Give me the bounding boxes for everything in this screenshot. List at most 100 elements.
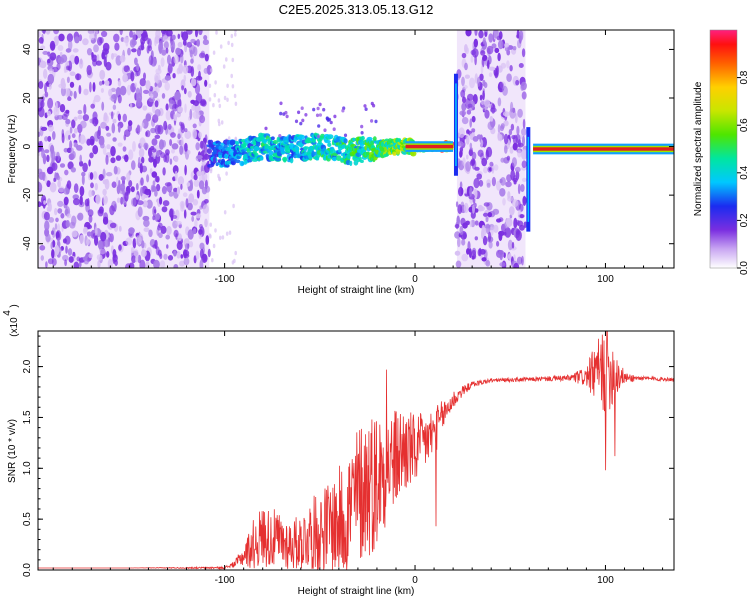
noise-blob <box>50 144 55 154</box>
signal-blob <box>294 119 299 124</box>
noise-blob <box>92 145 99 155</box>
signal-blob <box>317 124 321 128</box>
noise-blob <box>72 194 80 200</box>
noise-blob <box>40 45 46 50</box>
noise-blob <box>154 38 157 47</box>
noise-blob <box>106 144 111 150</box>
noise-blob <box>504 145 508 154</box>
noise-blob <box>454 231 461 239</box>
noise-blob <box>73 198 80 206</box>
noise-blob <box>465 30 472 37</box>
noise-blob <box>61 133 65 144</box>
signal-blob <box>330 148 336 154</box>
noise-blob <box>73 90 77 99</box>
noise-blob <box>199 115 206 124</box>
noise-blob <box>47 135 52 142</box>
noise-blob <box>497 123 501 134</box>
noise-blob <box>179 260 185 267</box>
noise-blob <box>173 155 179 163</box>
noise-blob <box>173 54 180 65</box>
noise-blob <box>177 33 181 39</box>
noise-blob <box>155 86 160 93</box>
noise-blob <box>461 239 466 246</box>
noise-blob <box>484 109 490 119</box>
noise-blob <box>94 118 99 125</box>
noise-blob <box>231 57 235 63</box>
noise-blob <box>131 197 137 207</box>
noise-blob <box>191 215 195 222</box>
noise-blob <box>145 260 150 268</box>
signal-blob <box>341 108 345 113</box>
noise-blob <box>58 33 65 42</box>
noise-blob <box>504 227 512 238</box>
noise-blob <box>112 249 117 258</box>
noise-blob <box>111 181 117 188</box>
noise-blob <box>111 122 116 134</box>
noise-blob <box>521 91 527 100</box>
noise-blob <box>100 231 107 242</box>
noise-blob <box>175 220 182 226</box>
noise-blob <box>156 150 160 158</box>
noise-blob <box>151 171 158 178</box>
snr-ytick-label: 0.0 <box>22 563 33 577</box>
signal-blob <box>249 148 254 152</box>
noise-blob <box>210 68 213 73</box>
noise-blob <box>468 149 474 156</box>
noise-blob <box>128 180 133 188</box>
noise-blob <box>173 113 177 121</box>
noise-blob <box>150 93 154 99</box>
noise-blob <box>213 93 217 98</box>
noise-blob <box>129 102 133 109</box>
noise-blob <box>469 187 473 197</box>
signal-blob <box>372 136 377 141</box>
noise-blob <box>158 42 163 53</box>
noise-blob <box>477 149 484 157</box>
noise-blob <box>63 187 70 195</box>
noise-blob <box>89 152 94 159</box>
signal-blob <box>324 139 331 144</box>
noise-blob <box>504 42 510 48</box>
noise-blob <box>184 103 187 113</box>
signal-blob <box>225 163 230 168</box>
noise-blob <box>38 201 42 208</box>
noise-blob <box>469 77 475 89</box>
noise-blob <box>177 97 182 109</box>
signal-blob <box>370 140 375 145</box>
noise-blob <box>521 160 527 168</box>
signal-blob <box>206 148 212 155</box>
signal-blob <box>392 151 397 156</box>
noise-blob <box>202 253 207 262</box>
noise-blob <box>223 95 227 101</box>
noise-blob <box>119 55 126 63</box>
noise-blob <box>503 120 509 127</box>
signal-blob <box>235 141 240 145</box>
signal-blob <box>253 145 260 152</box>
noise-blob <box>154 176 160 183</box>
noise-blob <box>68 134 71 140</box>
snr-xtick-label: -100 <box>215 575 235 586</box>
noise-blob <box>105 61 112 71</box>
noise-blob <box>172 215 178 219</box>
signal-blob <box>315 113 320 118</box>
noise-blob <box>192 123 197 129</box>
colorbar-label: Normalized spectral amplitude <box>693 81 704 216</box>
signal-blob <box>301 118 305 123</box>
noise-blob <box>146 45 150 54</box>
noise-blob <box>167 63 173 74</box>
spectrogram-xtick-label: 100 <box>597 274 614 285</box>
noise-blob <box>46 110 52 117</box>
signal-blob <box>279 101 283 106</box>
noise-blob <box>130 71 135 82</box>
noise-blob <box>195 142 200 151</box>
noise-blob <box>116 197 121 203</box>
noise-blob <box>469 159 475 167</box>
noise-blob <box>481 257 487 262</box>
noise-blob <box>135 255 139 263</box>
noise-blob <box>482 37 486 45</box>
noise-blob <box>472 136 479 142</box>
noise-blob <box>461 52 467 59</box>
spectrogram-xlabel: Height of straight line (km) <box>298 285 415 296</box>
noise-blob <box>515 230 522 241</box>
noise-blob <box>455 260 462 268</box>
noise-blob <box>170 132 176 138</box>
